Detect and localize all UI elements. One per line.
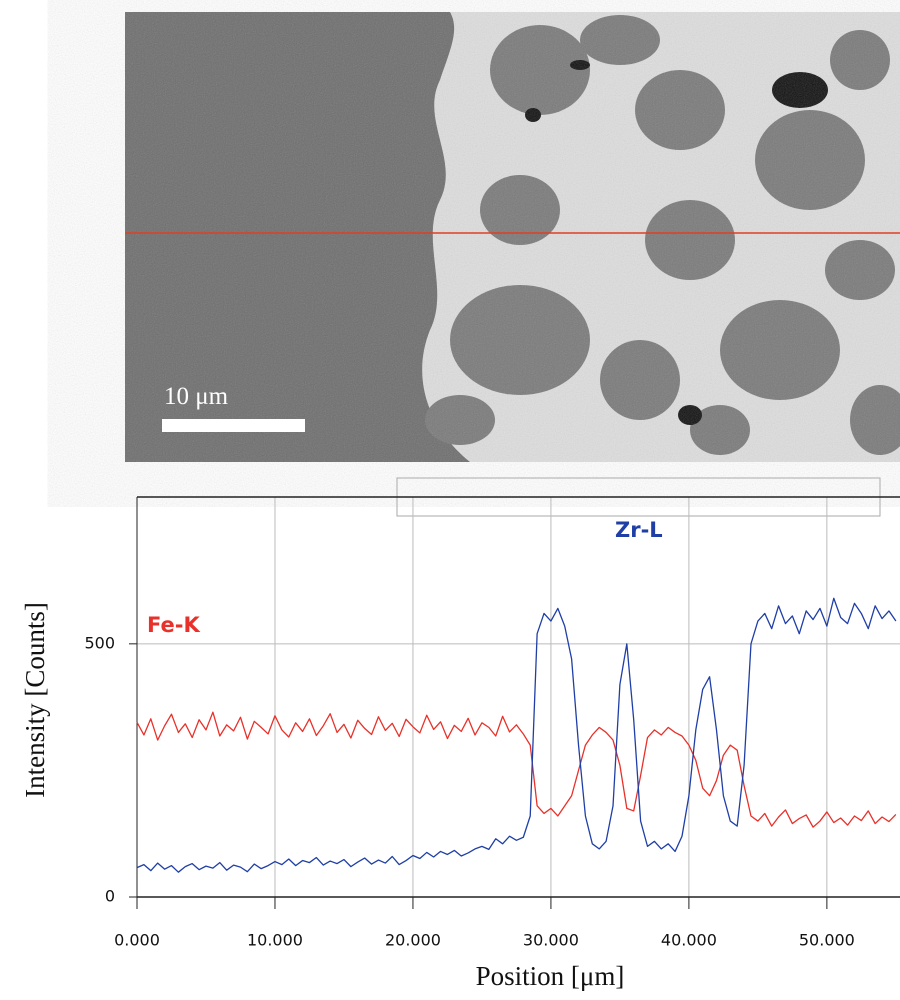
y-tick-label: 0 [105, 887, 115, 906]
data-line [137, 598, 896, 872]
y-tick-label: 500 [84, 633, 115, 652]
sem-image: 10 μm [125, 12, 900, 462]
x-tick-label: 30.000 [523, 931, 579, 950]
x-tick-label: 0.000 [114, 931, 160, 950]
x-tick-label: 50.000 [799, 931, 855, 950]
x-axis-label: Position [μm] [476, 961, 625, 991]
scale-bar-label: 10 μm [164, 383, 229, 410]
data-line [137, 712, 896, 827]
legend-label: Fe-K [147, 613, 200, 637]
figure: 10 μm 0.000 10.000 20.000 30.000 40.000 50.00… [0, 0, 900, 1000]
x-tick-label: 20.000 [385, 931, 441, 950]
x-tick-label: 10.000 [247, 931, 303, 950]
y-axis-label: Intensity [Counts] [20, 602, 50, 798]
legend-label: Zr-L [615, 518, 663, 542]
x-tick-label: 40.000 [661, 931, 717, 950]
